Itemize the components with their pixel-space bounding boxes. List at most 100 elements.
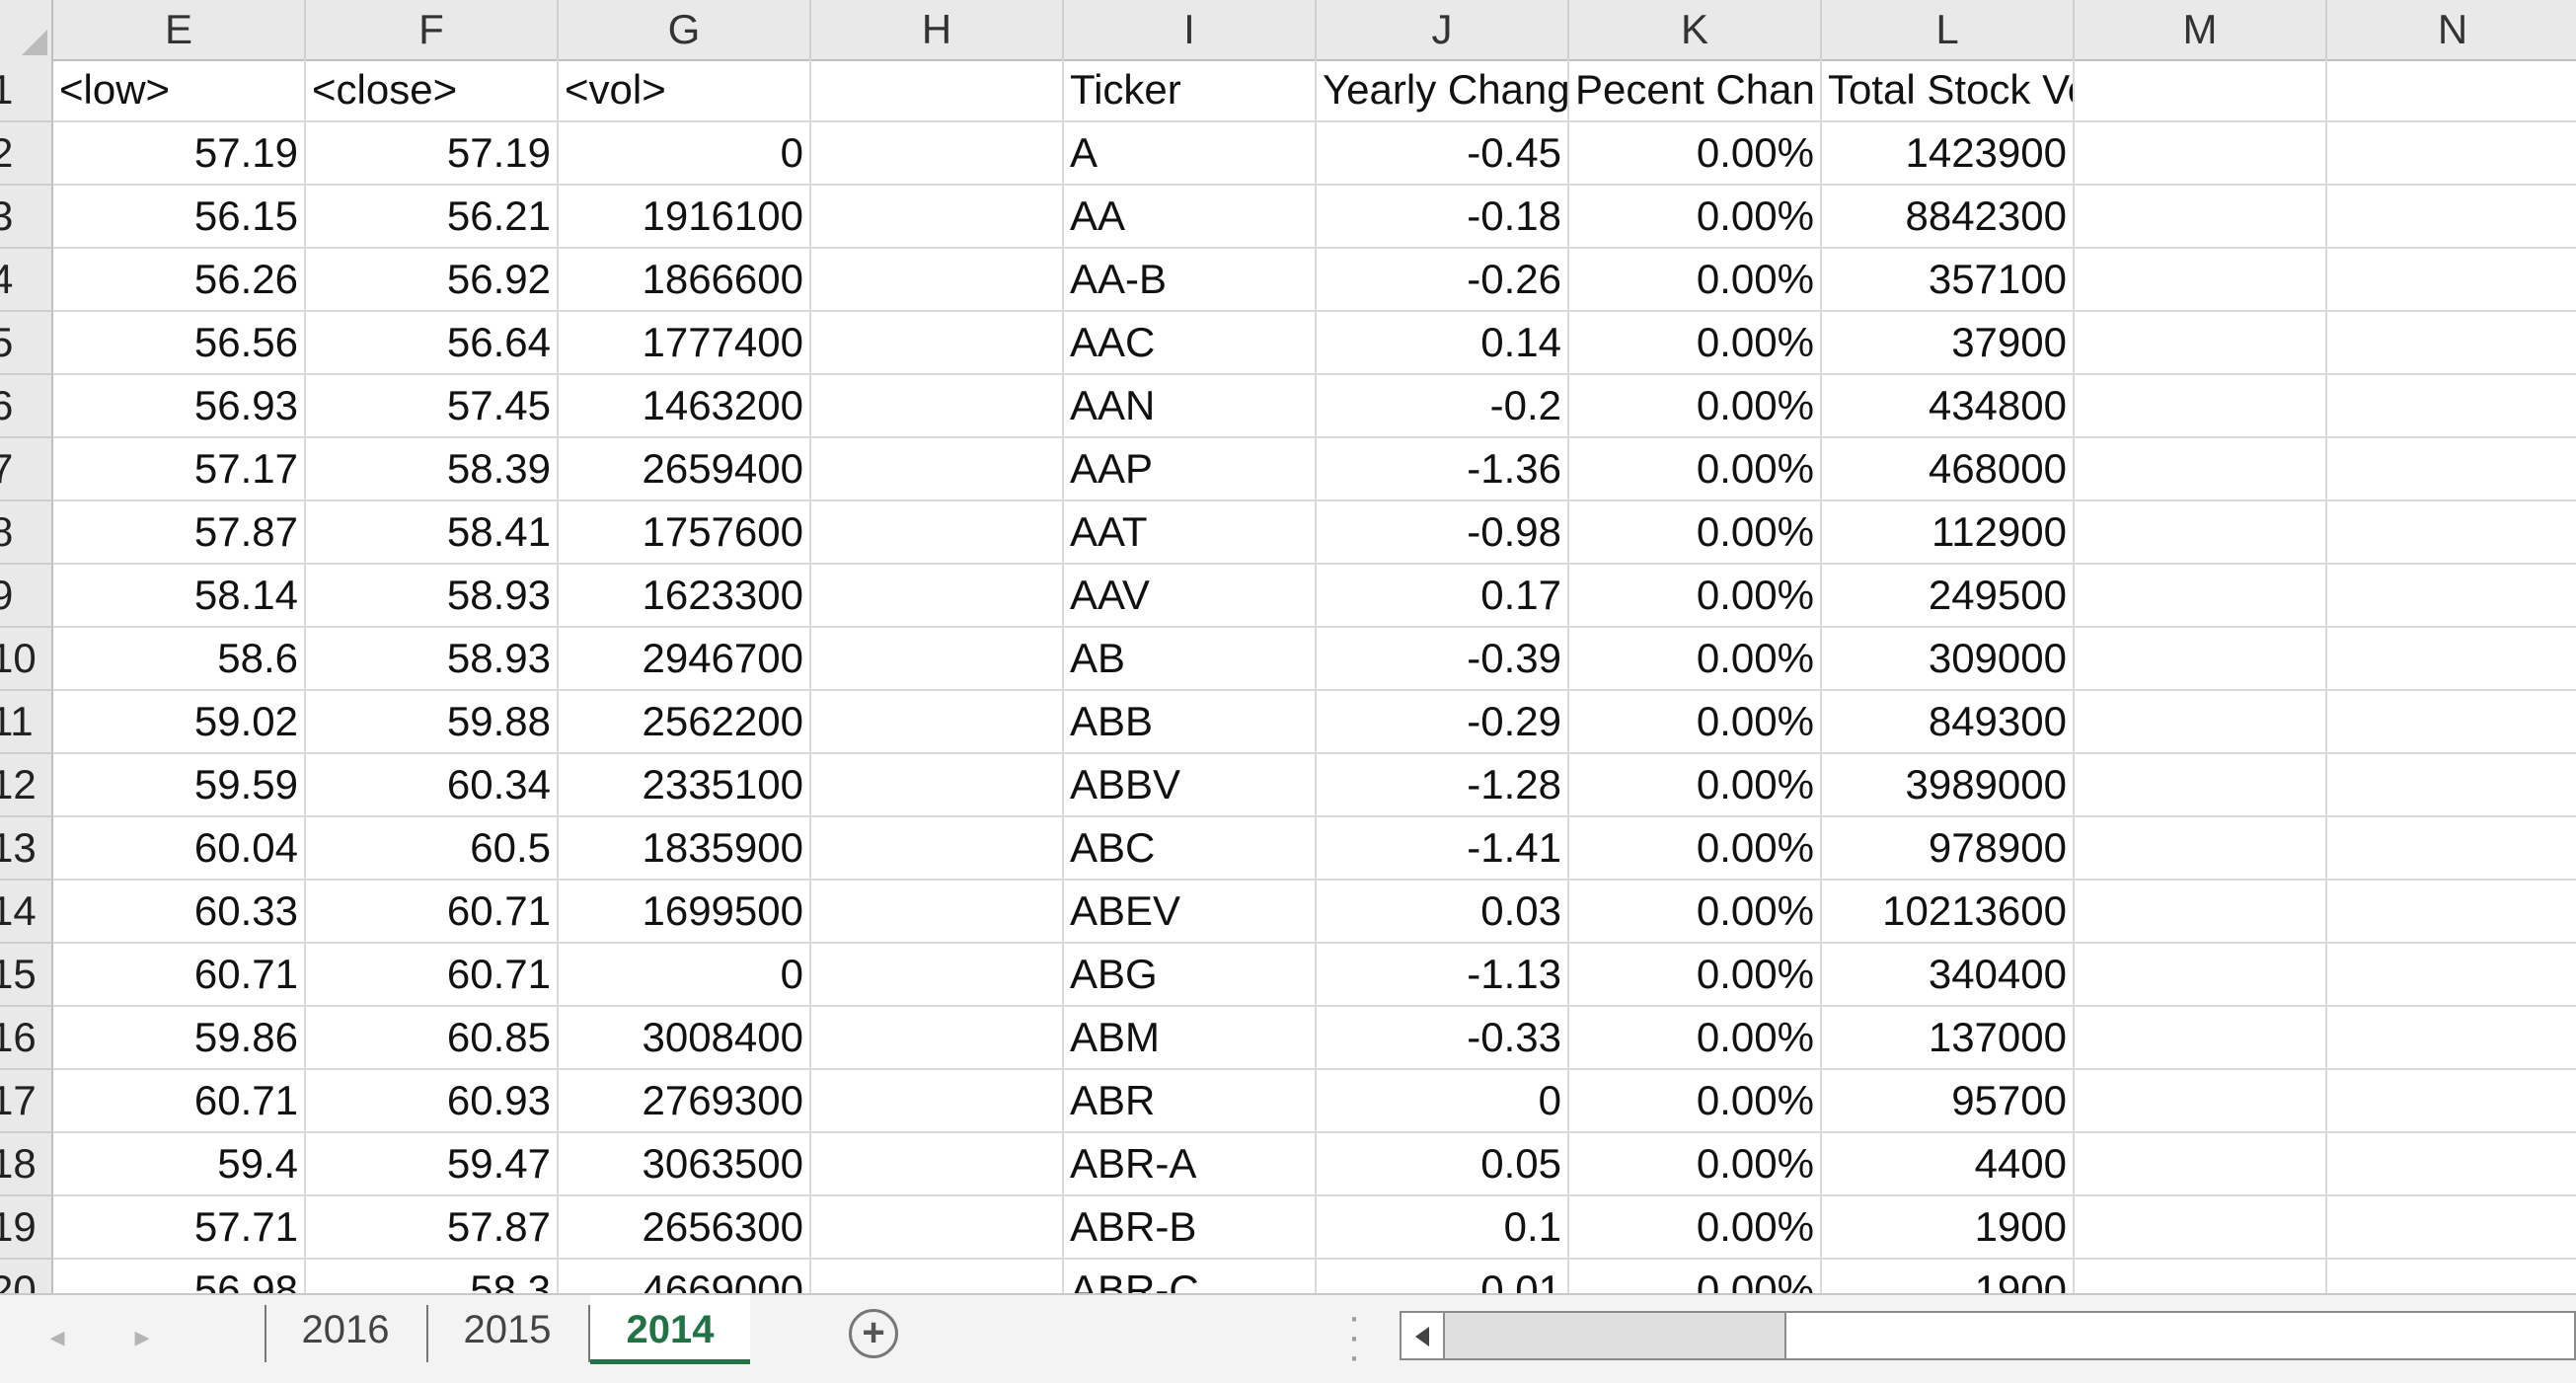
cell-m11[interactable]: [2075, 691, 2327, 754]
cell-n3[interactable]: [2327, 186, 2576, 249]
cell-m7[interactable]: [2075, 438, 2327, 501]
sheet-tab-2015[interactable]: 2015: [463, 1308, 552, 1351]
cell-l8[interactable]: 112900: [1822, 501, 2075, 565]
cell-l10[interactable]: 309000: [1822, 628, 2075, 691]
cell-k18[interactable]: 0.00%: [1569, 1133, 1822, 1196]
cell-l3[interactable]: 8842300: [1822, 186, 2075, 249]
cell-e9[interactable]: 58.14: [53, 565, 306, 628]
cell-g20[interactable]: 4669000: [559, 1260, 811, 1293]
cell-e18[interactable]: 59.4: [53, 1133, 306, 1196]
cell-n2[interactable]: [2327, 122, 2576, 186]
cell-n18[interactable]: [2327, 1133, 2576, 1196]
row-header[interactable]: 10: [0, 628, 53, 691]
cell-j17[interactable]: 0: [1317, 1070, 1569, 1133]
cell-i4[interactable]: AA-B: [1064, 249, 1317, 312]
cell-g17[interactable]: 2769300: [559, 1070, 811, 1133]
column-header-n[interactable]: N: [2327, 0, 2576, 59]
cell-i10[interactable]: AB: [1064, 628, 1317, 691]
cell-n4[interactable]: [2327, 249, 2576, 312]
row-header[interactable]: 18: [0, 1133, 53, 1196]
cell-j9[interactable]: 0.17: [1317, 565, 1569, 628]
cell-n1[interactable]: [2327, 59, 2576, 122]
column-header-j[interactable]: J: [1317, 0, 1569, 59]
cell-i13[interactable]: ABC: [1064, 817, 1317, 881]
cell-k11[interactable]: 0.00%: [1569, 691, 1822, 754]
scroll-left-button[interactable]: [1400, 1311, 1445, 1360]
cell-n19[interactable]: [2327, 1196, 2576, 1260]
cell-m18[interactable]: [2075, 1133, 2327, 1196]
cell-f9[interactable]: 58.93: [306, 565, 559, 628]
cell-h19[interactable]: [811, 1196, 1064, 1260]
cell-h18[interactable]: [811, 1133, 1064, 1196]
cell-j7[interactable]: -1.36: [1317, 438, 1569, 501]
cell-l19[interactable]: 1900: [1822, 1196, 2075, 1260]
cell-h17[interactable]: [811, 1070, 1064, 1133]
cell-f14[interactable]: 60.71: [306, 881, 559, 944]
cell-n14[interactable]: [2327, 881, 2576, 944]
cell-n13[interactable]: [2327, 817, 2576, 881]
cell-m3[interactable]: [2075, 186, 2327, 249]
cell-h4[interactable]: [811, 249, 1064, 312]
cell-l20[interactable]: 1900: [1822, 1260, 2075, 1293]
cell-h14[interactable]: [811, 881, 1064, 944]
cell-i17[interactable]: ABR: [1064, 1070, 1317, 1133]
cell-i6[interactable]: AAN: [1064, 375, 1317, 438]
cell-g12[interactable]: 2335100: [559, 754, 811, 817]
cell-k5[interactable]: 0.00%: [1569, 312, 1822, 375]
cell-g18[interactable]: 3063500: [559, 1133, 811, 1196]
cell-m16[interactable]: [2075, 1007, 2327, 1070]
cell-g3[interactable]: 1916100: [559, 186, 811, 249]
cell-f4[interactable]: 56.92: [306, 249, 559, 312]
cell-n15[interactable]: [2327, 944, 2576, 1007]
cell-h1[interactable]: [811, 59, 1064, 122]
cell-n11[interactable]: [2327, 691, 2576, 754]
cell-g10[interactable]: 2946700: [559, 628, 811, 691]
cell-k15[interactable]: 0.00%: [1569, 944, 1822, 1007]
cell-f17[interactable]: 60.93: [306, 1070, 559, 1133]
cell-j8[interactable]: -0.98: [1317, 501, 1569, 565]
cell-g19[interactable]: 2656300: [559, 1196, 811, 1260]
cell-f5[interactable]: 56.64: [306, 312, 559, 375]
row-header[interactable]: 4: [0, 249, 53, 312]
row-header[interactable]: 17: [0, 1070, 53, 1133]
cell-g8[interactable]: 1757600: [559, 501, 811, 565]
cell-k20[interactable]: 0.00%: [1569, 1260, 1822, 1293]
cell-g1[interactable]: <vol>: [559, 59, 811, 122]
cell-e12[interactable]: 59.59: [53, 754, 306, 817]
cell-h3[interactable]: [811, 186, 1064, 249]
cell-h7[interactable]: [811, 438, 1064, 501]
cell-e16[interactable]: 59.86: [53, 1007, 306, 1070]
cell-j4[interactable]: -0.26: [1317, 249, 1569, 312]
cell-l11[interactable]: 849300: [1822, 691, 2075, 754]
cell-l13[interactable]: 978900: [1822, 817, 2075, 881]
cell-k10[interactable]: 0.00%: [1569, 628, 1822, 691]
splitter-handle-icon[interactable]: · · ·: [1347, 1295, 1361, 1378]
cell-l17[interactable]: 95700: [1822, 1070, 2075, 1133]
cell-l7[interactable]: 468000: [1822, 438, 2075, 501]
row-header[interactable]: 14: [0, 881, 53, 944]
column-header-h[interactable]: H: [811, 0, 1064, 59]
row-header[interactable]: 1: [0, 59, 53, 122]
cell-j14[interactable]: 0.03: [1317, 881, 1569, 944]
cell-g5[interactable]: 1777400: [559, 312, 811, 375]
cell-k1[interactable]: Pecent Chan: [1569, 59, 1822, 122]
cell-j5[interactable]: 0.14: [1317, 312, 1569, 375]
cell-h10[interactable]: [811, 628, 1064, 691]
column-header-k[interactable]: K: [1569, 0, 1822, 59]
cell-g9[interactable]: 1623300: [559, 565, 811, 628]
cell-j12[interactable]: -1.28: [1317, 754, 1569, 817]
cell-k6[interactable]: 0.00%: [1569, 375, 1822, 438]
cell-m17[interactable]: [2075, 1070, 2327, 1133]
cell-m8[interactable]: [2075, 501, 2327, 565]
cell-n16[interactable]: [2327, 1007, 2576, 1070]
cell-f10[interactable]: 58.93: [306, 628, 559, 691]
cell-n6[interactable]: [2327, 375, 2576, 438]
row-header[interactable]: 16: [0, 1007, 53, 1070]
row-header[interactable]: 9: [0, 565, 53, 628]
cell-i18[interactable]: ABR-A: [1064, 1133, 1317, 1196]
row-header[interactable]: 15: [0, 944, 53, 1007]
cell-i7[interactable]: AAP: [1064, 438, 1317, 501]
cell-g16[interactable]: 3008400: [559, 1007, 811, 1070]
cell-l12[interactable]: 3989000: [1822, 754, 2075, 817]
cell-h5[interactable]: [811, 312, 1064, 375]
